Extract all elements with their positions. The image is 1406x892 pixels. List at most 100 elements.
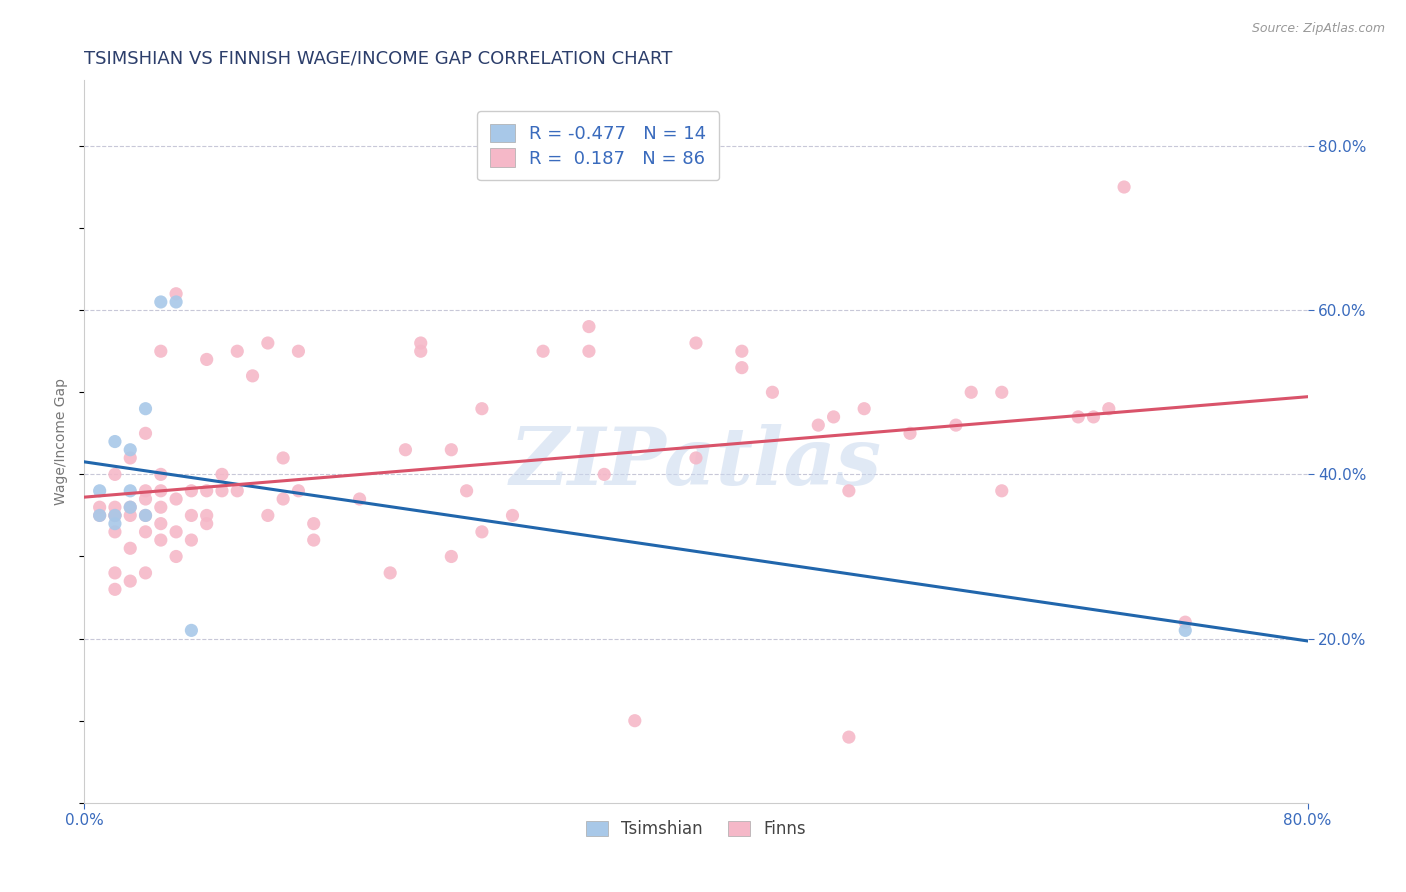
Point <box>349 491 371 506</box>
Point <box>195 508 218 523</box>
Point <box>120 574 142 588</box>
Point <box>593 467 616 482</box>
Point <box>823 409 845 424</box>
Point <box>104 508 127 523</box>
Point <box>104 508 127 523</box>
Point <box>135 508 157 523</box>
Point <box>302 516 325 531</box>
Point <box>149 533 172 547</box>
Point <box>180 624 202 638</box>
Point <box>471 524 494 539</box>
Point <box>135 401 157 416</box>
Point <box>271 491 294 506</box>
Point <box>1174 624 1197 638</box>
Point <box>120 500 142 515</box>
Point <box>1174 615 1197 630</box>
Point <box>104 582 127 597</box>
Point <box>135 483 157 498</box>
Point <box>149 483 172 498</box>
Point <box>991 483 1014 498</box>
Point <box>104 566 127 580</box>
Point <box>409 336 432 351</box>
Point <box>898 426 921 441</box>
Point <box>807 418 830 433</box>
Point <box>149 467 172 482</box>
Point <box>89 500 111 515</box>
Point <box>440 549 463 564</box>
Point <box>135 566 157 580</box>
Point <box>302 533 325 547</box>
Point <box>135 426 157 441</box>
Point <box>409 344 432 359</box>
Point <box>853 401 876 416</box>
Point <box>104 434 127 449</box>
Point <box>120 508 142 523</box>
Point <box>135 524 157 539</box>
Point <box>120 483 142 498</box>
Point <box>211 483 233 498</box>
Point <box>838 483 860 498</box>
Point <box>195 516 218 531</box>
Point <box>180 533 202 547</box>
Point <box>165 549 187 564</box>
Point <box>104 508 127 523</box>
Point <box>761 385 783 400</box>
Point <box>120 450 142 465</box>
Point <box>226 483 249 498</box>
Point <box>104 500 127 515</box>
Point <box>165 491 187 506</box>
Point <box>960 385 983 400</box>
Point <box>195 352 218 367</box>
Point <box>226 344 249 359</box>
Point <box>165 286 187 301</box>
Point <box>531 344 554 359</box>
Point <box>578 319 600 334</box>
Point <box>180 483 202 498</box>
Point <box>1098 401 1121 416</box>
Point <box>731 360 754 375</box>
Point <box>471 401 494 416</box>
Point <box>149 295 172 310</box>
Text: Source: ZipAtlas.com: Source: ZipAtlas.com <box>1251 22 1385 36</box>
Point <box>1067 409 1090 424</box>
Point <box>271 450 294 465</box>
Point <box>1083 409 1105 424</box>
Point <box>257 508 280 523</box>
Y-axis label: Wage/Income Gap: Wage/Income Gap <box>55 378 69 505</box>
Point <box>149 344 172 359</box>
Point <box>257 336 280 351</box>
Point <box>165 524 187 539</box>
Point <box>578 344 600 359</box>
Point <box>242 368 264 383</box>
Legend: Tsimshian, Finns: Tsimshian, Finns <box>579 814 813 845</box>
Point <box>624 714 647 728</box>
Point <box>89 508 111 523</box>
Point <box>456 483 478 498</box>
Point <box>440 442 463 457</box>
Point <box>502 508 524 523</box>
Point <box>89 483 111 498</box>
Point <box>104 516 127 531</box>
Point <box>120 541 142 556</box>
Point <box>991 385 1014 400</box>
Point <box>945 418 967 433</box>
Point <box>135 491 157 506</box>
Point <box>731 344 754 359</box>
Point <box>149 516 172 531</box>
Point <box>120 442 142 457</box>
Point <box>685 450 707 465</box>
Point <box>89 508 111 523</box>
Point <box>135 508 157 523</box>
Point <box>195 483 218 498</box>
Point <box>394 442 416 457</box>
Point <box>685 336 707 351</box>
Point <box>165 295 187 310</box>
Point <box>180 508 202 523</box>
Point <box>104 524 127 539</box>
Point <box>104 467 127 482</box>
Point <box>380 566 402 580</box>
Point <box>149 500 172 515</box>
Text: ZIPatlas: ZIPatlas <box>510 425 882 502</box>
Point <box>838 730 860 744</box>
Point <box>211 467 233 482</box>
